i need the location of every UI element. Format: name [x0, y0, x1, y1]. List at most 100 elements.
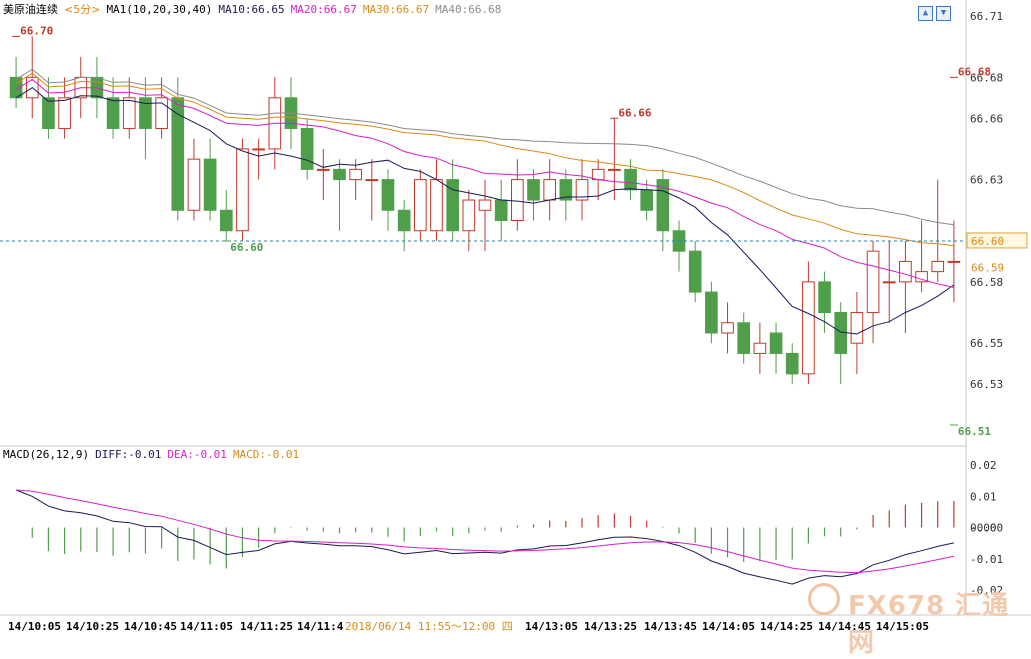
candle-body: [122, 97, 136, 129]
dea-line: [16, 489, 954, 574]
candle-body: [9, 76, 23, 99]
up-arrow-icon[interactable]: ▲: [918, 6, 933, 21]
candle-body: [494, 199, 508, 222]
diff-line: [15, 489, 955, 585]
candle-body: [462, 199, 476, 232]
dea-value: DEA:-0.01: [167, 448, 227, 461]
time-label: 14/15:05: [876, 620, 929, 633]
current-price-label: 66.60: [971, 235, 1004, 248]
time-label: 14/13:45: [644, 620, 697, 633]
candle-body: [478, 199, 492, 211]
candle-body: [430, 179, 443, 232]
ma20-line: [15, 78, 955, 288]
time-label: 14/13:05: [525, 620, 578, 633]
candle-body: [365, 179, 379, 182]
toolbar-buttons: ▲ ▼: [915, 0, 951, 21]
candle-body: [252, 148, 265, 151]
candle-body: [527, 179, 540, 201]
candle-body: [559, 179, 573, 201]
candle-body: [931, 260, 945, 273]
price-tick-label: 66.68: [970, 71, 1003, 84]
candle-body: [414, 179, 427, 232]
ma30-value: MA30:66.67: [362, 3, 430, 16]
candle-body: [219, 209, 233, 232]
current-price-tag: [966, 232, 1028, 249]
candle-body: [58, 97, 71, 129]
candle-body: [705, 291, 718, 334]
time-label: 14/11:05: [180, 620, 233, 633]
candle-body: [511, 179, 524, 222]
candle-body: [818, 281, 831, 314]
macd-tick-label: 0.00: [970, 522, 997, 535]
candle-body: [947, 260, 961, 263]
time-label: 14/14:25: [760, 620, 813, 633]
annotation-label: 66.60: [230, 241, 263, 254]
time-label: 14/11:4: [297, 620, 344, 633]
candle-body: [171, 97, 185, 211]
candle-body: [753, 342, 767, 354]
macd-name: MACD(26,12,9): [3, 448, 90, 461]
candle-body: [236, 148, 249, 232]
candle-body: [688, 250, 702, 293]
ma10-value: MA10:66.65: [218, 3, 285, 16]
candle-body: [543, 179, 556, 201]
candle-body: [608, 168, 621, 171]
time-label: 14/13:25: [584, 620, 637, 633]
period-label[interactable]: <5分>: [64, 3, 101, 16]
candle-body: [769, 332, 783, 354]
watermark: FX678 汇通网: [808, 583, 1020, 658]
candle-body: [139, 97, 152, 129]
candle-body: [349, 168, 362, 181]
candle-body: [446, 179, 459, 232]
candle-body: [397, 209, 411, 232]
candle-body: [106, 97, 120, 129]
price-tick-label: 66.58: [970, 276, 1003, 289]
ma-group-label[interactable]: MA1(10,20,30,40): [106, 3, 213, 16]
annotation-label: 66.70: [20, 24, 53, 37]
candle-body: [624, 168, 637, 191]
macd-tick-label: -0.01: [970, 553, 1003, 566]
ma40-value: MA40:66.68: [435, 3, 502, 16]
candle-body: [850, 312, 864, 344]
candle-body: [155, 97, 168, 129]
diff-value: DIFF:-0.01: [95, 448, 162, 461]
macd-value: MACD:-0.01: [232, 448, 300, 461]
candle-body: [316, 168, 330, 171]
ma20-value: MA20:66.67: [290, 3, 357, 16]
candle-body: [785, 352, 799, 375]
price-header: 美原油连续 <5分> MA1(10,20,30,40) MA10:66.65 MA20:…: [3, 1, 507, 17]
macd-tick-label: -0.02: [970, 584, 1003, 597]
candle-body: [721, 322, 734, 334]
time-label: 14/14:05: [702, 620, 755, 633]
time-label: 14/14:45: [818, 620, 871, 633]
candle-body: [187, 158, 201, 211]
time-label: 2018/06/14 11:55～12:00 四: [345, 620, 513, 633]
candle-body: [381, 179, 395, 211]
candle-body: [575, 179, 589, 201]
annotation-label: 66.66: [618, 106, 651, 119]
candle-body: [333, 168, 346, 181]
ma40-line: [15, 68, 954, 226]
candle-body: [591, 168, 605, 181]
down-arrow-icon[interactable]: ▼: [936, 6, 951, 21]
time-label: 14/11:25: [240, 620, 293, 633]
symbol-label: 美原油连续: [3, 3, 58, 16]
candle-body: [640, 189, 654, 211]
candle-body: [42, 97, 55, 129]
candle-body: [737, 322, 751, 354]
candle-body: [656, 179, 670, 232]
chart-stage: 66.71 66.68 66.66 66.63 66.60 66.58 66.55 66.53…: [0, 0, 1031, 633]
candle-body: [882, 281, 896, 284]
annotation-label: 66.68: [958, 65, 991, 78]
time-label: 14/10:25: [66, 620, 119, 633]
price-tick-label: 66.55: [970, 337, 1003, 350]
candle-body: [802, 281, 815, 375]
candle-body: [899, 260, 912, 283]
price-tick-label: 66.53: [970, 378, 1003, 391]
ma10-line: [15, 86, 955, 335]
time-label: 14/10:45: [124, 620, 177, 633]
candle-body: [866, 250, 880, 314]
annotation-label: 66.51: [958, 425, 991, 438]
candle-body: [915, 271, 928, 283]
current-price-2-label: 66.59: [971, 261, 1004, 274]
